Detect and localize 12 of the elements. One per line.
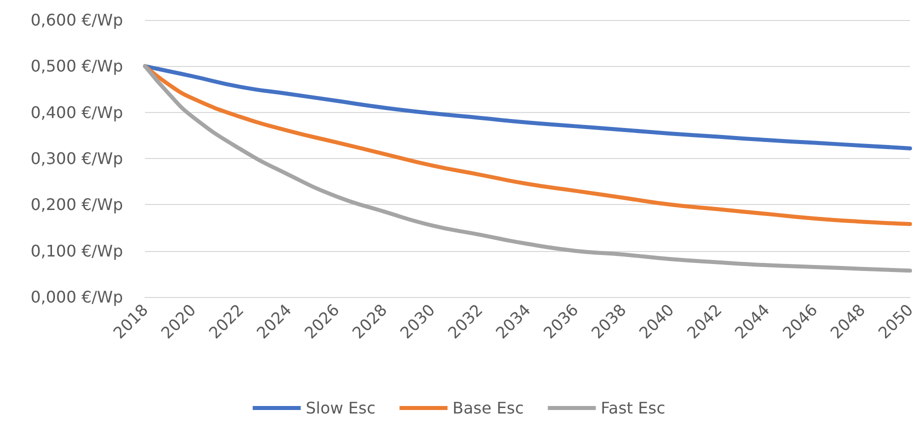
y-tick-label: 0,400 €/Wp <box>30 102 123 122</box>
legend-label: Fast Esc <box>600 398 666 418</box>
legend-label: Base Esc <box>452 398 524 418</box>
y-tick-label: 0,600 €/Wp <box>30 10 123 30</box>
y-tick-label: 0,200 €/Wp <box>30 195 123 214</box>
line-series <box>143 64 912 273</box>
y-tick-label: 0,300 €/Wp <box>30 149 123 168</box>
legend-label: Slow Esc <box>306 398 376 418</box>
line-series <box>143 64 912 226</box>
y-tick-label: 0,100 €/Wp <box>30 241 123 260</box>
y-tick-label: 0,000 €/Wp <box>30 288 123 306</box>
y-tick-label: 0,500 €/Wp <box>30 56 123 76</box>
